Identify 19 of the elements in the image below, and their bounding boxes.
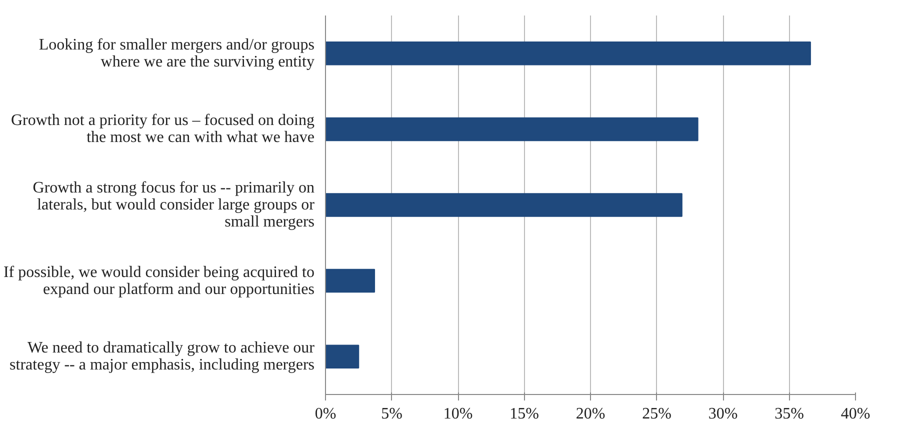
y-tick-label: We need to dramatically grow to achieve our strategy -- a major emphasis, including mergers bbox=[10, 340, 316, 374]
bar bbox=[326, 344, 360, 368]
x-tick-label: 10% bbox=[443, 406, 473, 422]
bar bbox=[326, 193, 682, 217]
bar bbox=[326, 268, 376, 293]
bar bbox=[326, 117, 698, 142]
x-tick-label: 20% bbox=[576, 406, 606, 422]
bar bbox=[326, 42, 811, 66]
y-tick-label: Growth not a priority for us – focused on doing the most we can with what we have bbox=[10, 112, 315, 146]
y-tick-label: Growth a strong focus for us -- primarily on laterals, but would consider large groups or small mergers bbox=[32, 180, 316, 230]
x-tick-label: 30% bbox=[708, 406, 738, 422]
x-tick-label: 15% bbox=[510, 406, 539, 422]
x-tick-label: 40% bbox=[840, 406, 870, 422]
x-tick-label: 35% bbox=[774, 406, 804, 422]
y-tick-label: Looking for smaller mergers and/or groups where we are the surviving entity bbox=[38, 36, 314, 70]
y-tick-label: If possible, we would consider being acquired to expand our platform and our opportunities bbox=[3, 264, 315, 298]
x-tick-label: 0% bbox=[314, 406, 336, 422]
x-tick-label: 5% bbox=[381, 406, 402, 422]
x-tick-label: 25% bbox=[642, 406, 672, 422]
